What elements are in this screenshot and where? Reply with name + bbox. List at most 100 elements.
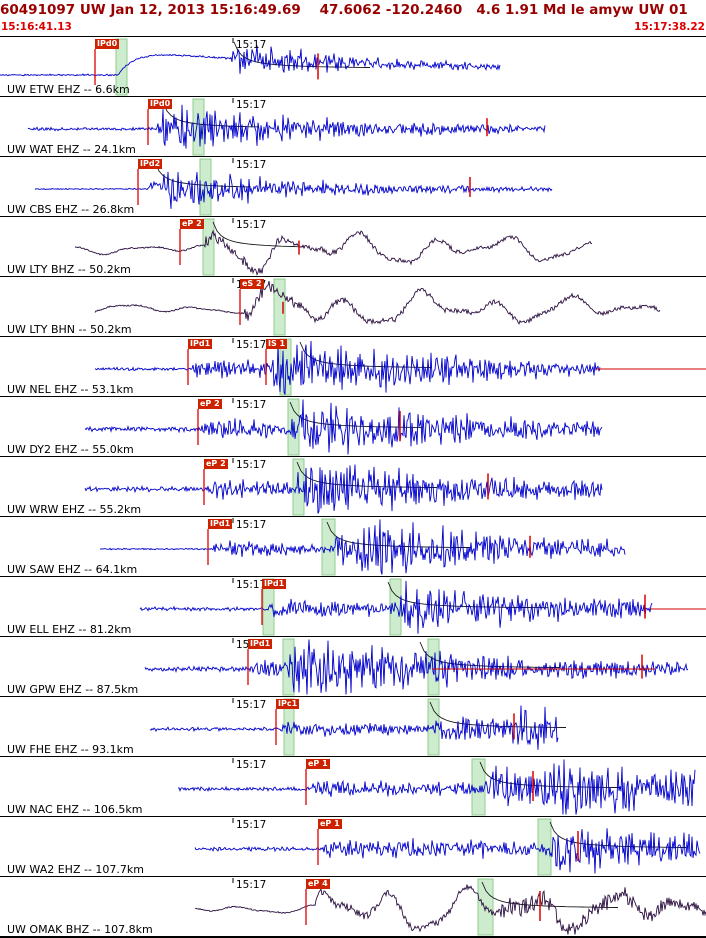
minute-label: 15:17 [236, 39, 267, 51]
pick-label[interactable]: eP 1 [318, 819, 342, 829]
trace-panel-omak[interactable]: UW OMAK BHZ -- 107.8km eP 4 15:17 [0, 876, 706, 936]
waveform [99, 519, 626, 575]
s-window-band [192, 98, 205, 156]
station-label: UW ETW EHZ -- 6.6km [7, 83, 130, 96]
pick-label[interactable]: eP 2 [198, 399, 222, 409]
trace-panel-fhe[interactable]: UW FHE EHZ -- 93.1km IPc1 15:17 [0, 696, 706, 756]
trace-panel-wat[interactable]: UW WAT EHZ -- 24.1km IPd0 15:17 [0, 96, 706, 156]
station-label: UW NAC EHZ -- 106.5km [7, 803, 143, 816]
waveform [144, 639, 689, 695]
pick-label[interactable]: IPd1 [208, 519, 233, 529]
minute-label: 15:17 [236, 579, 267, 591]
minute-label: 15:17 [236, 399, 267, 411]
seismogram-canvas[interactable] [0, 218, 706, 276]
minute-label: 15:17 [236, 339, 267, 351]
seismogram-canvas[interactable] [0, 878, 706, 936]
station-label: UW CBS EHZ -- 26.8km [7, 203, 135, 216]
pick-label[interactable]: eS 2 [240, 279, 264, 289]
minute-label: 15:17 [236, 519, 267, 531]
coda-decay-curve [481, 881, 618, 908]
station-label: UW SAW EHZ -- 64.1km [7, 563, 138, 576]
station-label: UW ELL EHZ -- 81.2km [7, 623, 132, 636]
event-title: 60491097 UW Jan 12, 2013 15:16:49.69 47.… [0, 2, 706, 18]
trace-panel-lty-bhn[interactable]: UW LTY BHN -- 50.2km eS 215:17 [0, 276, 706, 336]
waveform [84, 464, 603, 514]
pick-label[interactable]: IPd0 [148, 99, 173, 109]
waveform [0, 45, 501, 77]
station-label: UW WAT EHZ -- 24.1km [7, 143, 136, 156]
seismogram-canvas[interactable] [0, 758, 706, 816]
pick-label[interactable]: IPd1 [248, 639, 273, 649]
trace-panel-cbs[interactable]: UW CBS EHZ -- 26.8km IPd2 15:17 [0, 156, 706, 216]
s-window-band [202, 218, 215, 276]
trace-panel-dy2[interactable]: UW DY2 EHZ -- 55.0km eP 2 15:17 [0, 396, 706, 456]
minute-label: 15:17 [236, 159, 267, 171]
coda-decay-curve [162, 101, 260, 128]
window-start-time: 15:16:41.13 [1, 21, 72, 33]
window-end-time: 15:17:38.22 [634, 21, 705, 33]
seismogram-canvas[interactable] [0, 638, 706, 696]
station-label: UW WRW EHZ -- 55.2km [7, 503, 142, 516]
waveform [94, 280, 661, 325]
coda-decay-curve [212, 221, 305, 248]
trace-panel-nac[interactable]: UW NAC EHZ -- 106.5km eP 1 15:17 [0, 756, 706, 816]
pick-label[interactable]: IPd1 [262, 579, 287, 589]
station-label: UW WA2 EHZ -- 107.7km [7, 863, 144, 876]
waveform [74, 229, 593, 276]
trace-panel-etw[interactable]: UW ETW EHZ -- 6.6km IPd0 15:17 [0, 36, 706, 96]
pick-label[interactable]: eP 2 [204, 459, 228, 469]
s-window-band [282, 638, 295, 696]
trace-panel-lty-bhz[interactable]: UW LTY BHZ -- 50.2km eP 2 15:17 [0, 216, 706, 276]
waveform [194, 828, 701, 874]
station-label: UW NEL EHZ -- 53.1km [7, 383, 134, 396]
minute-label: 15:17 [236, 879, 267, 891]
minute-label: 15:17 [236, 819, 267, 831]
minute-label: 15:17 [236, 759, 267, 771]
pick-label[interactable]: IPd1 [188, 339, 213, 349]
waveform [94, 340, 601, 395]
station-label: UW DY2 EHZ -- 55.0km [7, 443, 134, 456]
waveform [177, 759, 696, 815]
pick-label[interactable]: eP 4 [306, 879, 330, 889]
minute-label: 15:17 [236, 99, 267, 111]
seismogram-canvas[interactable] [0, 698, 706, 756]
pick-label[interactable]: eP 2 [180, 219, 204, 229]
minute-label: 15:17 [236, 699, 267, 711]
station-label: UW LTY BHN -- 50.2km [7, 323, 132, 336]
trace-list: UW ETW EHZ -- 6.6km IPd0 15:17 UW WAT EHZ… [0, 36, 706, 938]
trace-panel-saw[interactable]: UW SAW EHZ -- 64.1km IPd1 15:17 [0, 516, 706, 576]
pick-label[interactable]: IS 1 [266, 339, 288, 349]
minute-label: 15:17 [236, 219, 267, 231]
seismogram-canvas[interactable] [0, 278, 706, 336]
station-label: UW FHE EHZ -- 93.1km [7, 743, 134, 756]
trace-panel-wrw[interactable]: UW WRW EHZ -- 55.2km eP 2 15:17 [0, 456, 706, 516]
pick-label[interactable]: IPc1 [276, 699, 300, 709]
trace-panel-ell[interactable]: UW ELL EHZ -- 81.2km IPd1 15:17 [0, 576, 706, 636]
waveform [194, 884, 706, 935]
pick-label[interactable]: IPd0 [95, 39, 120, 49]
trace-panel-nel[interactable]: UW NEL EHZ -- 53.1km IPd1 IS 1 15:17 [0, 336, 706, 396]
seismogram-canvas[interactable] [0, 38, 706, 96]
s-window-band [115, 38, 128, 96]
seismogram-canvas[interactable] [0, 98, 706, 156]
waveform [84, 399, 603, 455]
seismogram-canvas[interactable] [0, 398, 706, 456]
seismogram-canvas[interactable] [0, 158, 706, 216]
seismogram-canvas[interactable] [0, 818, 706, 876]
coda-decay-curve [296, 461, 437, 488]
coda-decay-curve [154, 161, 252, 188]
s-window-band [537, 818, 552, 876]
coda-decay-curve [326, 521, 472, 549]
coda-decay-curve [387, 581, 548, 609]
seismogram-canvas[interactable] [0, 458, 706, 516]
waveform [139, 580, 653, 634]
pick-label[interactable]: IPd2 [138, 159, 163, 169]
minute-label: 15:17 [236, 459, 267, 471]
pick-label[interactable]: eP 1 [306, 759, 330, 769]
station-label: UW LTY BHZ -- 50.2km [7, 263, 131, 276]
seismogram-canvas[interactable] [0, 338, 706, 396]
trace-panel-wa2[interactable]: UW WA2 EHZ -- 107.7km eP 1 15:17 [0, 816, 706, 876]
waveform [149, 705, 559, 750]
seismogram-canvas[interactable] [0, 518, 706, 576]
